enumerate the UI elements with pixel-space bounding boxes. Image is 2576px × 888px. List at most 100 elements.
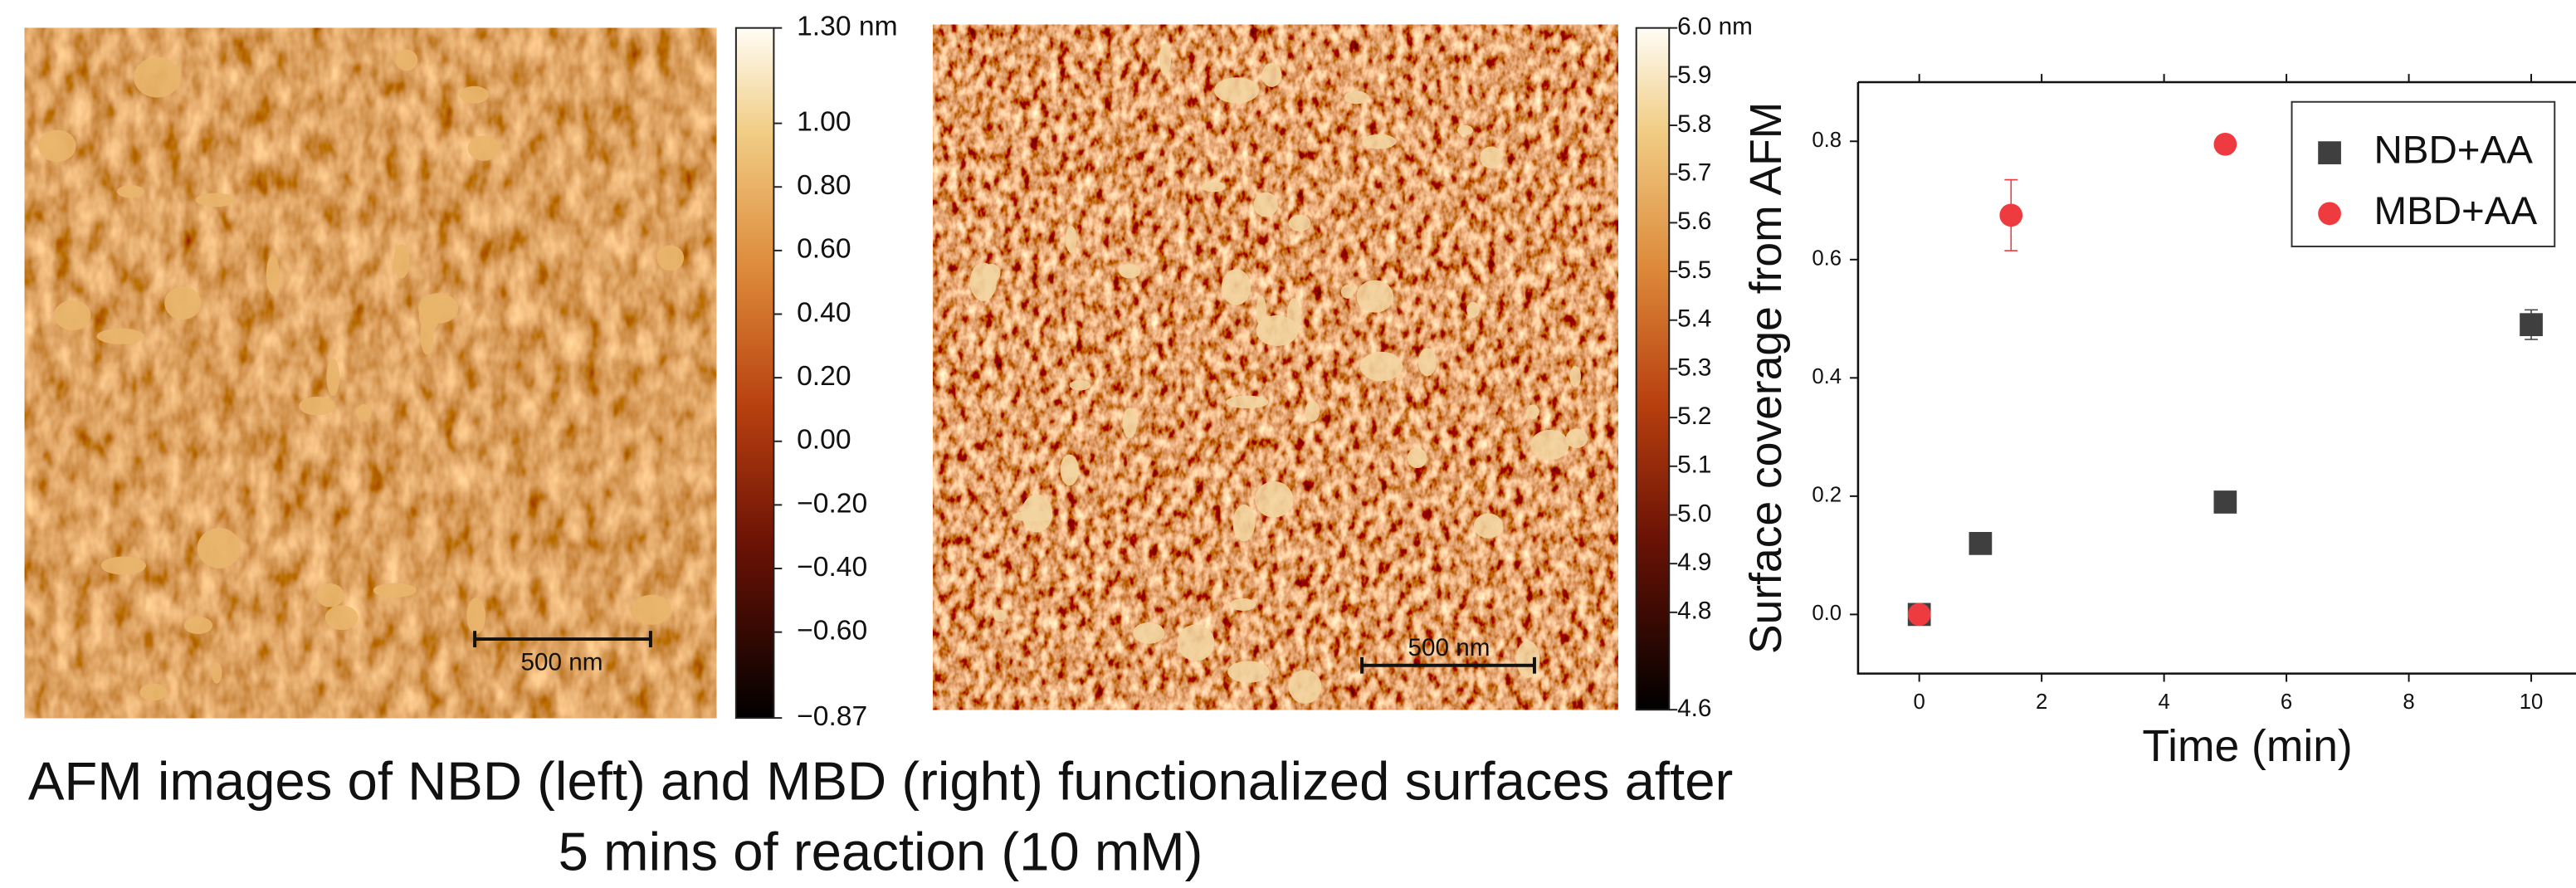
data-point (1908, 603, 1931, 627)
colorbar-tick-label: −0.20 (797, 488, 867, 519)
afm-island (420, 314, 433, 355)
afm-island (1362, 134, 1396, 149)
afm-island (1159, 43, 1172, 75)
x-tick-label: 4 (2158, 690, 2169, 714)
colorbar-tick-label: 5.6 (1677, 207, 1711, 235)
afm-island (1119, 264, 1140, 278)
y-tick-label: 0.0 (1812, 602, 1842, 625)
colorbar-tick-label: 5.9 (1677, 61, 1711, 89)
x-axis-label: Time (min) (2142, 722, 2352, 771)
afm-island (266, 255, 280, 294)
afm-island (395, 50, 417, 71)
colorbar-tick-label: 0.20 (797, 361, 851, 392)
afm-island (1344, 91, 1368, 105)
y-tick-label: 0.4 (1812, 365, 1842, 388)
scale-bar-label: 500 nm (521, 649, 603, 676)
legend-marker (2318, 141, 2341, 164)
afm-island (299, 397, 335, 416)
afm-island (198, 528, 242, 568)
data-point (1969, 532, 1993, 555)
afm-island (1360, 352, 1403, 381)
colorbar (1637, 28, 1670, 710)
legend-marker (2318, 202, 2341, 226)
afm-island (1408, 448, 1427, 468)
afm-island (196, 193, 235, 207)
legend-label: NBD+AA (2374, 129, 2534, 173)
scale-bar-label: 500 nm (1408, 634, 1490, 661)
y-tick-label: 0.6 (1812, 247, 1842, 271)
x-tick-label: 2 (2036, 690, 2047, 714)
y-tick-label: 0.8 (1812, 129, 1842, 152)
colorbar-tick-label: 5.1 (1677, 451, 1711, 479)
afm-island (993, 610, 1006, 622)
caption: AFM images of NBD (left) and MBD (right)… (28, 751, 1733, 812)
colorbar-tick-label: 6.0 nm (1677, 13, 1753, 41)
afm-island (1066, 226, 1076, 253)
afm-island (1070, 380, 1091, 391)
afm-island (1570, 366, 1581, 387)
legend-label: MBD+AA (2374, 189, 2538, 233)
afm-island (1289, 670, 1322, 704)
afm-island (1566, 428, 1588, 448)
afm-island (1230, 598, 1256, 611)
afm-island (134, 57, 180, 98)
afm-island (1474, 513, 1503, 538)
afm-island (460, 86, 490, 104)
colorbar-tick-label: 0.60 (797, 234, 851, 265)
afm-island (1341, 285, 1354, 299)
afm-island (316, 583, 344, 607)
figure: 500 nm 500 nm AFM images of NBD (left) a… (0, 0, 2576, 888)
afm-island (1222, 269, 1251, 305)
colorbar-tick-label: 5.8 (1677, 110, 1711, 138)
afm-island (54, 300, 90, 330)
afm-island (327, 359, 340, 396)
data-point (2214, 133, 2237, 156)
afm-island (393, 244, 409, 278)
afm-island (1256, 315, 1298, 346)
afm-island (101, 557, 146, 575)
colorbar-tick-label: 0.80 (797, 170, 851, 201)
afm-island (1457, 125, 1473, 135)
colorbar-tick-label: 5.7 (1677, 159, 1711, 187)
colorbar-tick-label: 0.40 (797, 297, 851, 328)
afm-island (466, 598, 485, 633)
colorbar-tick-label: −0.60 (797, 616, 867, 646)
colorbar-tick-label: 4.9 (1677, 549, 1711, 576)
afm-island (1061, 454, 1079, 485)
y-axis-label: Surface coverage from AFM (1742, 102, 1791, 654)
afm-island (373, 583, 417, 598)
x-tick-label: 0 (1914, 690, 1925, 714)
afm-island (38, 130, 76, 162)
colorbar-tick-label: 4.6 (1677, 695, 1711, 722)
x-tick-label: 10 (2520, 690, 2544, 714)
afm-island (970, 262, 997, 300)
afm-island (1178, 624, 1215, 661)
colorbar-tick-label: 5.4 (1677, 305, 1711, 333)
colorbar-tick-label: −0.40 (797, 552, 867, 583)
afm-island (97, 329, 144, 344)
data-point (2520, 313, 2543, 336)
afm-island (1254, 193, 1278, 217)
afm-island (632, 595, 671, 625)
colorbar-tick-label: 1.30 nm (797, 12, 898, 42)
x-tick-label: 6 (2281, 690, 2292, 714)
afm-island (1530, 430, 1569, 461)
colorbar-tick-label: −0.87 (797, 701, 867, 732)
afm-island (357, 404, 371, 422)
colorbar-tick-label: 5.0 (1677, 500, 1711, 527)
afm-island (1233, 505, 1256, 541)
afm-island (146, 64, 159, 75)
colorbar (736, 28, 774, 718)
colorbar-tick-label: 5.3 (1677, 354, 1711, 381)
afm-island (1305, 400, 1320, 421)
afm-island (1133, 622, 1164, 644)
colorbar-tick-label: 4.8 (1677, 598, 1711, 625)
afm-island (1227, 661, 1269, 682)
afm-island (325, 605, 359, 630)
afm-island (468, 135, 500, 160)
colorbar-tick-label: 5.5 (1677, 256, 1711, 284)
x-tick-label: 8 (2403, 690, 2414, 714)
afm-island (656, 245, 684, 271)
colorbar-tick-label: 0.00 (797, 425, 851, 456)
afm-island (1226, 396, 1268, 409)
